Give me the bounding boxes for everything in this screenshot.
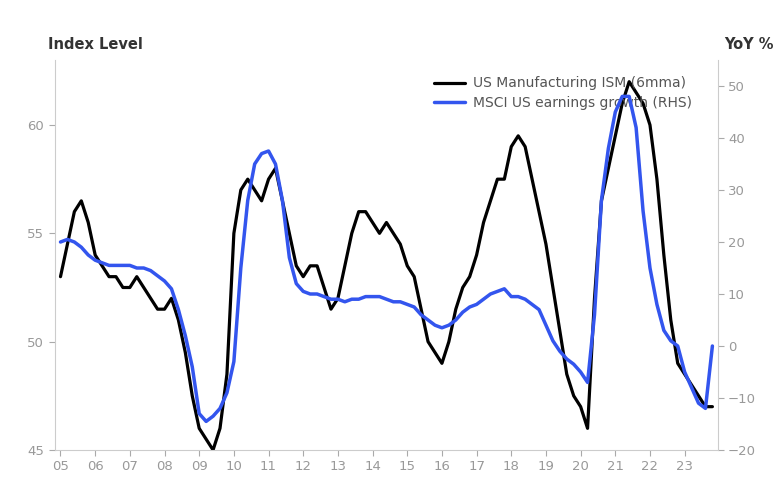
MSCI US earnings growth (RHS)	[201, 418, 211, 424]
MSCI US earnings growth (RHS)	[520, 296, 530, 302]
MSCI US earnings growth (RHS)	[83, 252, 93, 258]
MSCI US earnings growth (RHS)	[548, 338, 558, 344]
US Manufacturing ISM (6mma)	[56, 274, 66, 280]
US Manufacturing ISM (6mma)	[506, 144, 516, 150]
US Manufacturing ISM (6mma)	[625, 78, 634, 84]
MSCI US earnings growth (RHS)	[618, 94, 627, 100]
Legend: US Manufacturing ISM (6mma), MSCI US earnings growth (RHS): US Manufacturing ISM (6mma), MSCI US ear…	[428, 71, 697, 116]
US Manufacturing ISM (6mma)	[707, 404, 717, 409]
MSCI US earnings growth (RHS)	[174, 306, 183, 312]
MSCI US earnings growth (RHS)	[541, 322, 551, 328]
MSCI US earnings growth (RHS)	[506, 294, 516, 300]
US Manufacturing ISM (6mma)	[541, 241, 551, 247]
Line: MSCI US earnings growth (RHS): MSCI US earnings growth (RHS)	[61, 96, 712, 421]
US Manufacturing ISM (6mma)	[83, 220, 93, 226]
Line: US Manufacturing ISM (6mma): US Manufacturing ISM (6mma)	[61, 82, 712, 450]
Text: YoY %: YoY %	[725, 36, 774, 52]
Text: Index Level: Index Level	[48, 36, 143, 52]
MSCI US earnings growth (RHS)	[707, 343, 717, 349]
US Manufacturing ISM (6mma)	[520, 144, 530, 150]
MSCI US earnings growth (RHS)	[56, 239, 66, 245]
US Manufacturing ISM (6mma)	[174, 317, 183, 323]
US Manufacturing ISM (6mma)	[208, 447, 218, 453]
US Manufacturing ISM (6mma)	[548, 284, 558, 290]
